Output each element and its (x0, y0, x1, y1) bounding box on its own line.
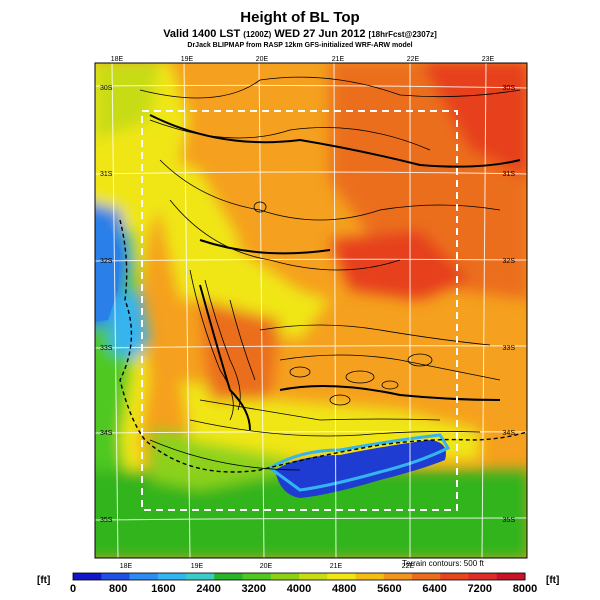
lon-label-bottom: 18E (120, 563, 133, 570)
lon-label-top: 18E (111, 56, 124, 63)
colorbar-tick-label: 7200 (468, 583, 492, 595)
colorbar-cell (468, 573, 498, 580)
lon-label-bottom: 22E (402, 563, 415, 570)
colorbar-cell (129, 573, 159, 580)
colorbar-tick-label: 1600 (151, 583, 175, 595)
chart-subtitle: Valid 1400 LST (1200Z) WED 27 Jun 2012 [… (0, 28, 600, 40)
lon-label-top: 21E (332, 56, 345, 63)
terrain-contour-note: Terrain contours: 500 ft (402, 559, 484, 568)
colorbar-cell (242, 573, 272, 580)
colorbar-cell (270, 573, 300, 580)
forecast-tag: [18hrFcst@2307z] (368, 30, 437, 39)
colorbar-tick-label: 8000 (513, 583, 537, 595)
utc-time: (1200Z) (243, 30, 272, 39)
lon-label-bottom: 19E (191, 563, 204, 570)
units-right: [ft] (546, 575, 560, 586)
colorbar-tick-labels: 0 800 1600 2400 3200 4000 4800 5600 6400 7200 8000 (70, 583, 537, 595)
colorbar-tick-label: 3200 (242, 583, 266, 595)
lat-label-right: 31S (503, 171, 516, 178)
colorbar-cell (186, 573, 215, 580)
inner-domain-box (141, 110, 458, 511)
terrain-contours (139, 76, 521, 471)
colorbar-tick-label: 2400 (196, 583, 220, 595)
lat-label-left: 32S (100, 258, 113, 265)
colorbar-cell (327, 573, 356, 580)
colorbar-tick-label: 0 (70, 583, 76, 595)
colorbar-tick-label: 6400 (422, 583, 446, 595)
latitude-labels-right: 30S 31S 32S 33S 34S 35S (503, 85, 516, 524)
lat-label-left: 31S (100, 171, 113, 178)
longitude-labels-top: 18E 19E 20E 21E 22E 23E (111, 56, 495, 63)
valid-date: WED 27 Jun 2012 (274, 28, 366, 40)
lat-lon-grid (95, 63, 527, 558)
model-credit: DrJack BLIPMAP from RASP 12km GFS-initia… (187, 42, 413, 49)
chart-title: Height of BL Top (240, 9, 360, 26)
colorbar-cell (496, 573, 526, 580)
colorbar-cell (355, 573, 385, 580)
units-left: [ft] (37, 575, 51, 586)
colorbar-cell (383, 573, 413, 580)
colorbar-cell (299, 573, 328, 580)
lat-label-left: 30S (100, 85, 113, 92)
colorbar-cell (101, 573, 130, 580)
colorbar-tick-label: 5600 (377, 583, 401, 595)
lat-label-right: 35S (503, 517, 516, 524)
lon-label-top: 20E (256, 56, 269, 63)
lon-label-top: 23E (482, 56, 495, 63)
lon-label-bottom: 21E (330, 563, 343, 570)
colorbar-frame (72, 572, 526, 581)
colorbar-cell (157, 573, 187, 580)
bold-terrain-contours (149, 114, 521, 431)
colorbar-cell (73, 573, 102, 580)
lat-label-left: 33S (100, 345, 113, 352)
colorbar-cell (412, 573, 441, 580)
longitude-labels-bottom: 18E 19E 20E 21E 22E (120, 563, 415, 570)
height-field (95, 63, 527, 558)
lon-label-bottom: 20E (260, 563, 273, 570)
colorbar-tick-label: 4000 (287, 583, 311, 595)
colorbar-tick-label: 4800 (332, 583, 356, 595)
lon-label-top: 22E (407, 56, 420, 63)
lat-label-right: 32S (503, 258, 516, 265)
latitude-labels-left: 30S 31S 32S 33S 34S 35S (100, 85, 113, 524)
lon-label-top: 19E (181, 56, 194, 63)
valid-time: Valid 1400 LST (163, 28, 241, 40)
map-frame (94, 62, 528, 559)
lat-label-right: 33S (503, 345, 516, 352)
lat-label-left: 35S (100, 517, 113, 524)
lat-label-left: 34S (100, 430, 113, 437)
colorbar-tick-label: 800 (109, 583, 127, 595)
lat-label-right: 34S (503, 430, 516, 437)
colorbar-cell (440, 573, 469, 580)
colorbar-cell (214, 573, 243, 580)
colorbar-cells (73, 573, 526, 580)
lat-label-right: 30S (503, 85, 516, 92)
